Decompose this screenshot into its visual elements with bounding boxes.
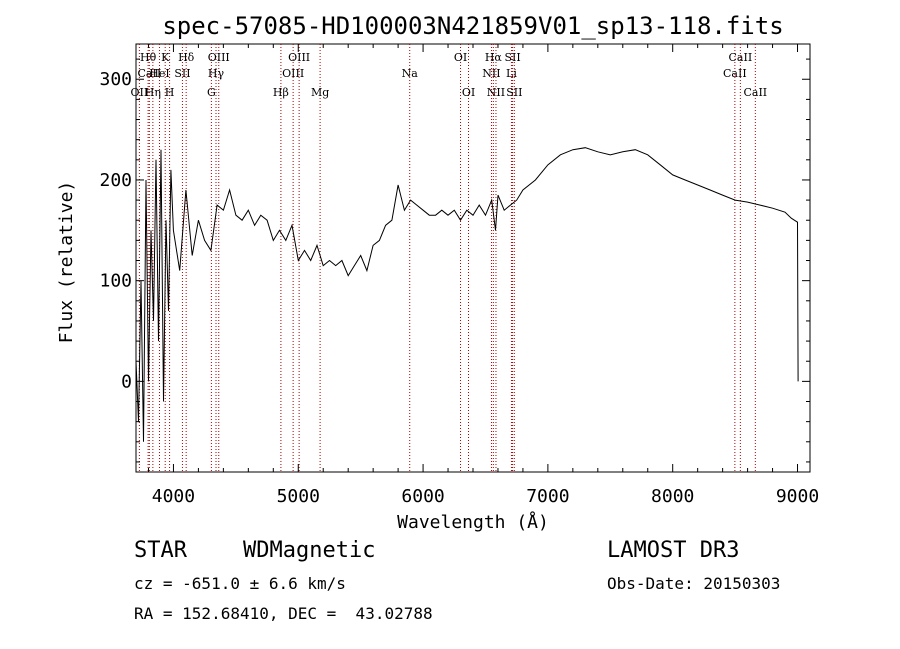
line-marker-label: OII xyxy=(131,86,149,99)
x-axis-ticks: 4000 5000 6000 7000 8000 9000 xyxy=(147,44,819,507)
line-marker-label: CaII xyxy=(138,67,162,80)
line-marker-label: Hβ xyxy=(273,86,289,99)
line-marker-label: Hη xyxy=(145,86,161,99)
object-class: STAR xyxy=(134,538,187,563)
survey-name: LAMOST DR3 xyxy=(607,538,740,563)
line-marker-label: Hδ xyxy=(178,51,195,64)
line-marker-label: SII xyxy=(174,67,190,80)
y-axis-ticks: 0 100 200 300 xyxy=(99,58,810,463)
line-marker-label: SII xyxy=(506,86,522,99)
y-tick-label: 300 xyxy=(99,69,132,90)
x-tick-label: 9000 xyxy=(776,486,819,507)
line-marker-label: OIII xyxy=(288,51,310,64)
y-tick-label: 0 xyxy=(121,371,132,392)
flux-series-line xyxy=(135,147,799,442)
line-marker-label: OIII xyxy=(208,51,230,64)
line-marker-label: CaII xyxy=(729,51,753,64)
line-marker-label: NII xyxy=(482,67,500,80)
line-marker-label: G xyxy=(207,86,216,99)
line-marker-label: H xyxy=(165,86,175,99)
y-tick-label: 100 xyxy=(99,271,132,292)
line-marker-label: Li xyxy=(506,67,517,80)
plot-frame xyxy=(135,43,811,473)
chart-title: spec-57085-HD100003N421859V01_sp13-118.f… xyxy=(162,12,783,40)
x-tick-label: 7000 xyxy=(526,486,569,507)
line-marker-label: K xyxy=(161,51,170,64)
line-marker-label: Hγ xyxy=(208,67,225,80)
line-marker-label: SII xyxy=(504,51,520,64)
x-axis-label: Wavelength (Å) xyxy=(397,511,549,533)
x-tick-label: 6000 xyxy=(401,486,444,507)
spectral-line-markers xyxy=(138,44,756,472)
line-marker-label: Na xyxy=(402,67,419,80)
object-subclass: WDMagnetic xyxy=(243,538,376,563)
line-marker-label: NII xyxy=(487,86,505,99)
x-tick-label: 8000 xyxy=(651,486,694,507)
observation-date: Obs-Date: 20150303 xyxy=(607,574,781,593)
line-marker-label: CaII xyxy=(723,67,747,80)
y-tick-label: 200 xyxy=(99,170,132,191)
redshift-velocity: cz = -651.0 ± 6.6 km/s xyxy=(134,574,346,593)
coordinates: RA = 152.68410, DEC = 43.02788 xyxy=(134,604,433,623)
x-tick-label: 4000 xyxy=(152,486,195,507)
line-marker-label: Mg xyxy=(311,86,329,99)
y-axis-label: Flux (relative) xyxy=(56,181,77,344)
line-marker-label: Hθ xyxy=(140,51,157,64)
line-marker-label: CaII xyxy=(743,86,767,99)
line-marker-label: OI xyxy=(462,86,475,99)
line-marker-label: OI xyxy=(454,51,467,64)
line-marker-label: Hα xyxy=(485,51,503,64)
line-marker-label: OIII xyxy=(282,67,304,80)
line-marker-label: HeI xyxy=(149,67,169,80)
x-tick-label: 5000 xyxy=(277,486,320,507)
